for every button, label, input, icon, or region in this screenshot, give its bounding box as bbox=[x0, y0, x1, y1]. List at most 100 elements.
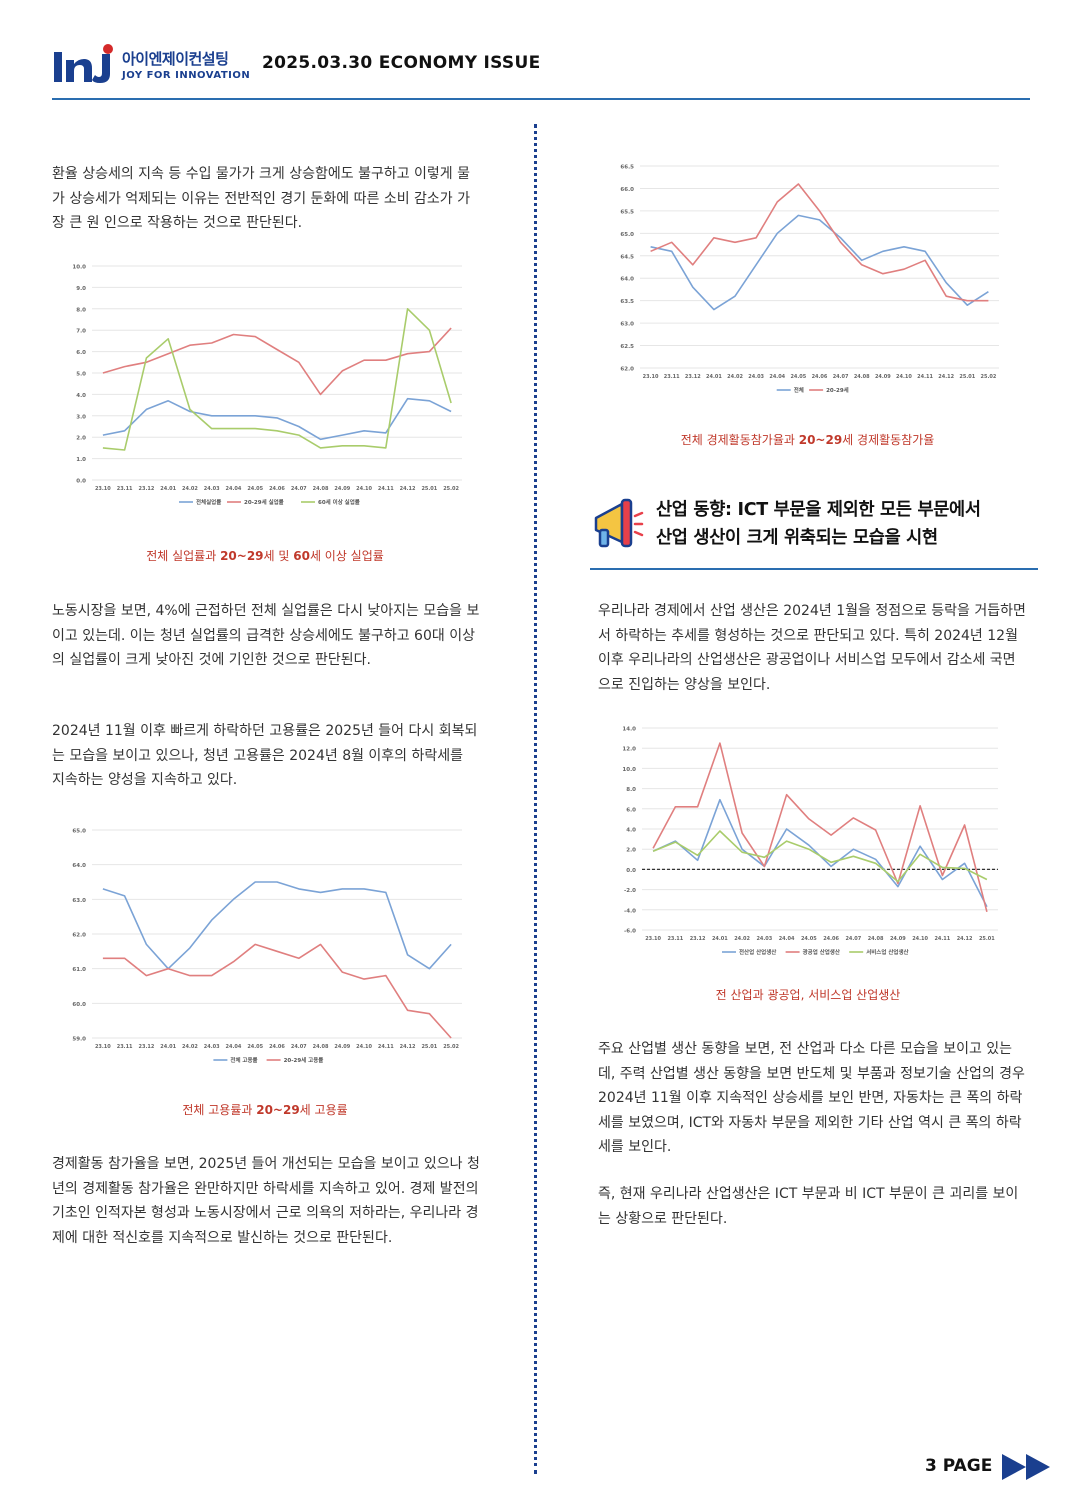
y-tick-label: 4.0 bbox=[76, 393, 86, 399]
x-tick-label: 24.03 bbox=[204, 1044, 220, 1050]
logo-korean-text: 아이엔제이컨설팅 bbox=[122, 50, 229, 68]
x-tick-label: 24.12 bbox=[957, 936, 973, 942]
x-tick-label: 24.01 bbox=[160, 1044, 176, 1050]
y-tick-label: 64.5 bbox=[620, 254, 634, 260]
legend-label: 60세 이상 실업률 bbox=[318, 498, 360, 506]
caption-participation: 전체 경제활동참가율과 20~29세 경제활동참가율 bbox=[680, 433, 935, 447]
series-line bbox=[650, 214, 989, 311]
y-tick-label: 14.0 bbox=[622, 727, 636, 733]
x-tick-label: 24.07 bbox=[291, 486, 307, 492]
legend-label: 20-29세 실업률 bbox=[244, 498, 284, 506]
column-divider bbox=[534, 124, 537, 1474]
x-tick-label: 23.12 bbox=[685, 374, 701, 380]
x-tick-label: 25.01 bbox=[979, 936, 995, 942]
y-tick-label: -6.0 bbox=[624, 929, 636, 935]
x-tick-label: 24.08 bbox=[854, 374, 870, 380]
x-tick-label: 25.01 bbox=[421, 1044, 437, 1050]
x-tick-label: 24.05 bbox=[790, 374, 806, 380]
x-tick-label: 24.11 bbox=[378, 486, 394, 492]
y-tick-label: 62.0 bbox=[72, 933, 86, 939]
x-tick-label: 24.01 bbox=[160, 486, 176, 492]
x-tick-label: 23.10 bbox=[645, 936, 661, 942]
x-tick-label: 24.09 bbox=[890, 936, 906, 942]
x-tick-label: 24.02 bbox=[734, 936, 750, 942]
logo-mark-icon bbox=[54, 44, 113, 83]
y-tick-label: 6.0 bbox=[626, 807, 636, 813]
x-tick-label: 24.06 bbox=[823, 936, 839, 942]
paragraph-sector-trends: 주요 산업별 생산 동향을 보면, 전 산업과 다소 다른 모습을 보이고 있는… bbox=[598, 1041, 1025, 1155]
legend-label: 20-29세 고용률 bbox=[284, 1056, 324, 1064]
y-tick-label: 66.5 bbox=[620, 165, 634, 171]
y-tick-label: 5.0 bbox=[76, 372, 86, 378]
legend-label: 광공업 산업생산 bbox=[803, 948, 840, 956]
x-tick-label: 24.07 bbox=[845, 936, 861, 942]
y-tick-label: 65.0 bbox=[620, 232, 634, 238]
paragraph-participation: 경제활동 참가율을 보면, 2025년 들어 개선되는 모습을 보이고 있으나 … bbox=[52, 1156, 480, 1246]
series-line bbox=[652, 830, 988, 883]
series-line bbox=[102, 881, 452, 970]
legend-label: 전체 고용률 bbox=[230, 1056, 257, 1064]
issue-title: 2025.03.30 ECONOMY ISSUE bbox=[262, 53, 541, 73]
x-tick-label: 24.11 bbox=[378, 1044, 394, 1050]
x-tick-label: 24.04 bbox=[226, 1044, 242, 1050]
legend-label: 전체실업률 bbox=[196, 498, 221, 506]
y-tick-label: 4.0 bbox=[626, 828, 636, 834]
x-tick-label: 24.03 bbox=[756, 936, 772, 942]
y-tick-label: 66.0 bbox=[620, 187, 634, 193]
x-tick-label: 24.12 bbox=[938, 374, 954, 380]
x-tick-label: 24.04 bbox=[779, 936, 795, 942]
x-tick-label: 24.08 bbox=[868, 936, 884, 942]
series-line bbox=[652, 742, 988, 912]
x-tick-label: 23.10 bbox=[95, 1044, 111, 1050]
logo-english-text: JOY FOR INNOVATION bbox=[122, 70, 251, 81]
x-tick-label: 23.10 bbox=[95, 486, 111, 492]
caption-employment: 전체 고용률과 20~29세 고용률 bbox=[182, 1103, 348, 1117]
series-line bbox=[652, 798, 988, 908]
y-tick-label: 8.0 bbox=[76, 307, 86, 313]
y-tick-label: 10.0 bbox=[72, 265, 86, 271]
paragraph-conclusion: 즉, 현재 우리나라 산업생산은 ICT 부문과 비 ICT 부문이 큰 괴리를… bbox=[598, 1186, 1019, 1227]
x-tick-label: 24.04 bbox=[769, 374, 785, 380]
y-tick-label: 64.0 bbox=[620, 277, 634, 283]
y-tick-label: 3.0 bbox=[76, 414, 86, 420]
y-tick-label: 63.0 bbox=[72, 898, 86, 904]
y-tick-label: -4.0 bbox=[624, 908, 636, 914]
x-tick-label: 24.05 bbox=[247, 486, 263, 492]
x-tick-label: 23.11 bbox=[667, 936, 683, 942]
y-tick-label: 0.0 bbox=[626, 868, 636, 874]
paragraph-employment: 2024년 11월 이후 빠르게 하락하던 고용률은 2025년 들어 다시 회… bbox=[52, 723, 478, 788]
legend-label: 20-29세 bbox=[826, 386, 849, 394]
x-tick-label: 25.01 bbox=[421, 486, 437, 492]
series-line bbox=[102, 397, 452, 441]
x-tick-label: 23.12 bbox=[138, 486, 154, 492]
x-tick-label: 24.06 bbox=[269, 1044, 285, 1050]
series-line bbox=[102, 327, 452, 396]
legend-label: 전체 bbox=[794, 386, 804, 394]
x-tick-label: 23.11 bbox=[117, 486, 133, 492]
x-tick-label: 24.02 bbox=[182, 1044, 198, 1050]
x-tick-label: 24.12 bbox=[400, 486, 416, 492]
x-tick-label: 24.07 bbox=[833, 374, 849, 380]
y-tick-label: 65.5 bbox=[620, 209, 634, 215]
x-tick-label: 24.10 bbox=[356, 1044, 372, 1050]
section-header-industry: 산업 동향: ICT 부문을 제외한 모든 부문에서 산업 생산이 크게 위축되는… bbox=[590, 490, 1038, 570]
series-line bbox=[102, 307, 452, 451]
paragraph-labor-market: 노동시장을 보면, 4%에 근접하던 전체 실업률은 다시 낮아지는 모습을 보… bbox=[52, 603, 480, 668]
y-tick-label: 10.0 bbox=[622, 767, 636, 773]
x-tick-label: 24.08 bbox=[313, 1044, 329, 1050]
x-tick-label: 23.12 bbox=[690, 936, 706, 942]
x-tick-label: 24.01 bbox=[706, 374, 722, 380]
caption-industry-production: 전 산업과 광공업, 서비스업 산업생산 bbox=[715, 988, 901, 1002]
next-page-arrows-icon bbox=[1002, 1454, 1050, 1480]
x-tick-label: 24.11 bbox=[934, 936, 950, 942]
series-line bbox=[102, 943, 452, 1039]
y-tick-label: 8.0 bbox=[626, 787, 636, 793]
x-tick-label: 24.06 bbox=[269, 486, 285, 492]
y-tick-label: 65.0 bbox=[72, 829, 86, 835]
y-tick-label: 63.5 bbox=[620, 299, 634, 305]
y-tick-label: 60.0 bbox=[72, 1002, 86, 1008]
x-tick-label: 23.10 bbox=[643, 374, 659, 380]
legend-label: 서비스업 산업생산 bbox=[866, 948, 908, 956]
y-tick-label: 61.0 bbox=[72, 967, 86, 973]
x-tick-label: 24.01 bbox=[712, 936, 728, 942]
